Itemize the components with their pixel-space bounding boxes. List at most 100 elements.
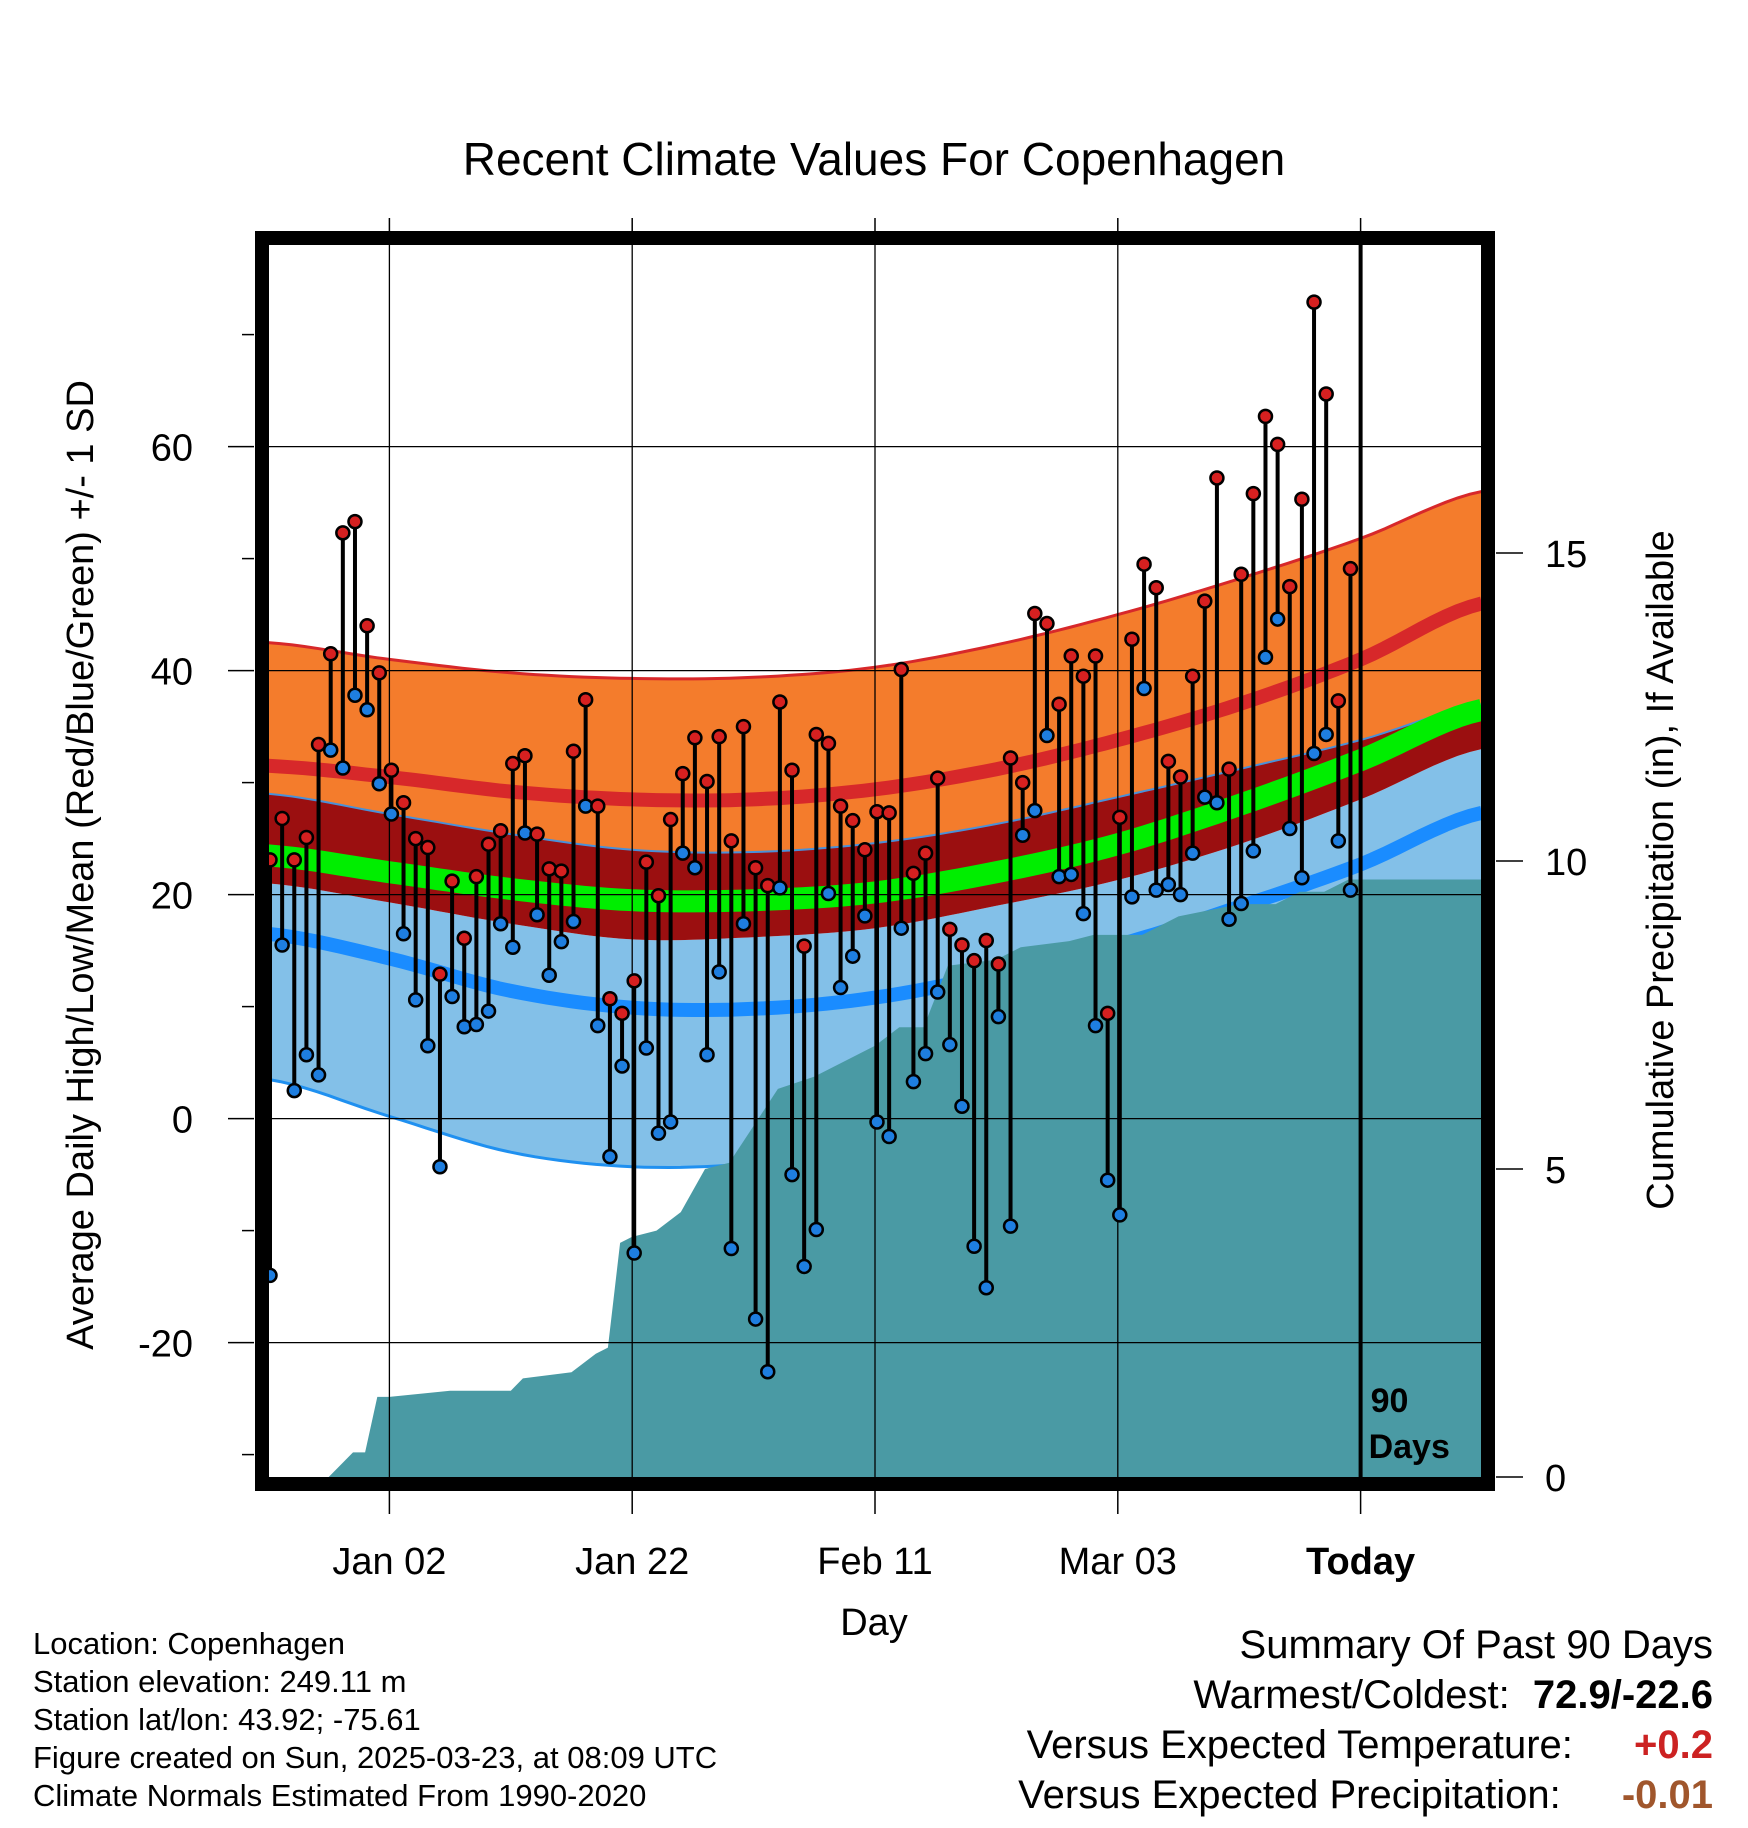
- high-point-71: [1124, 631, 1140, 647]
- high-point-54: [917, 845, 934, 861]
- today-marker: 90 Days: [1358, 245, 1450, 1477]
- high-point-11: [395, 795, 412, 811]
- created-text: Figure created on Sun, 2025-03-23, at 08…: [33, 1740, 718, 1775]
- high-point-39: [735, 718, 752, 735]
- low-point-83: [1269, 611, 1286, 627]
- high-point-20: [505, 755, 521, 772]
- low-point-81: [1245, 843, 1262, 859]
- chart-title: Recent Climate Values For Copenhagen: [463, 133, 1286, 185]
- extremes-row: Warmest/Coldest: 72.9/-22.6: [1018, 1670, 1713, 1720]
- low-point-47: [832, 979, 849, 996]
- high-point-74: [1160, 753, 1177, 770]
- y-tick-label-2: 20: [151, 876, 193, 918]
- high-point-2: [286, 852, 303, 868]
- high-point-86: [1306, 294, 1322, 310]
- x-axis-label: Day: [840, 1602, 908, 1644]
- high-point-35: [687, 730, 703, 746]
- high-point-82: [1257, 408, 1274, 425]
- low-point-13: [420, 1038, 436, 1054]
- low-point-37: [711, 964, 727, 980]
- high-point-51: [881, 805, 897, 821]
- low-point-50: [869, 1114, 885, 1130]
- high-point-77: [1197, 593, 1213, 609]
- precip-label: Versus Expected Precipitation:: [1018, 1773, 1561, 1817]
- normals-text: Climate Normals Estimated From 1990-2020: [33, 1778, 647, 1813]
- low-point-72: [1136, 680, 1152, 697]
- low-point-42: [772, 880, 788, 896]
- precip-value: -0.01: [1621, 1773, 1713, 1817]
- high-point-87: [1318, 386, 1334, 402]
- low-point-40: [747, 1311, 764, 1327]
- low-point-60: [990, 1008, 1007, 1025]
- low-point-38: [723, 1240, 740, 1257]
- low-point-44: [796, 1258, 812, 1275]
- y-tick-label-3: 40: [151, 652, 193, 694]
- elevation-text: Station elevation: 249.11 m: [33, 1664, 407, 1699]
- high-point-69: [1099, 1005, 1116, 1022]
- high-point-43: [784, 762, 800, 779]
- low-point-58: [966, 1238, 982, 1255]
- low-point-41: [759, 1363, 776, 1380]
- high-point-61: [1002, 750, 1019, 766]
- low-point-78: [1209, 795, 1225, 811]
- y2-tick-label-2: 10: [1545, 842, 1587, 884]
- high-point-84: [1282, 578, 1298, 595]
- low-point-36: [699, 1047, 715, 1063]
- low-point-25: [565, 913, 582, 930]
- high-point-41: [759, 877, 776, 894]
- high-point-52: [893, 661, 910, 678]
- latlon-text: Station lat/lon: 43.92; -75.61: [33, 1702, 421, 1737]
- high-point-13: [420, 839, 436, 856]
- high-point-30: [626, 973, 642, 989]
- daily-observations: [262, 294, 1359, 1380]
- low-point-70: [1112, 1207, 1128, 1223]
- y-axis-label: Average Daily High/Low/Mean (Red/Blue/Gr…: [60, 380, 102, 1350]
- high-point-89: [1342, 560, 1359, 577]
- high-point-7: [347, 513, 363, 530]
- precip-row: Versus Expected Precipitation: -0.01: [1018, 1770, 1713, 1820]
- low-point-6: [335, 760, 351, 776]
- high-point-62: [1014, 774, 1031, 791]
- low-point-10: [383, 806, 400, 822]
- low-point-66: [1063, 866, 1079, 883]
- low-point-1: [274, 937, 290, 953]
- low-point-14: [432, 1159, 448, 1175]
- low-point-30: [626, 1245, 642, 1261]
- high-point-27: [590, 798, 606, 814]
- high-point-17: [468, 868, 485, 885]
- high-point-9: [371, 665, 388, 681]
- low-point-79: [1221, 911, 1237, 927]
- low-sd-band-upper: [268, 749, 1482, 1010]
- high-point-67: [1075, 668, 1092, 684]
- high-point-42: [772, 694, 788, 710]
- y-tick-label-1: 0: [172, 1100, 193, 1142]
- high-point-55: [929, 770, 946, 786]
- high-point-83: [1269, 436, 1286, 453]
- low-point-9: [371, 775, 388, 792]
- summary-title: Summary Of Past 90 Days: [1239, 1623, 1713, 1667]
- high-point-24: [553, 863, 570, 879]
- high-point-38: [723, 833, 740, 849]
- high-point-79: [1221, 761, 1237, 777]
- low-point-86: [1306, 745, 1322, 762]
- extremes-label: Warmest/Coldest:: [1193, 1673, 1510, 1717]
- low-point-67: [1075, 905, 1092, 922]
- high-point-81: [1245, 485, 1262, 502]
- x-tick-label-4: Today: [1306, 1541, 1415, 1583]
- low-point-59: [978, 1279, 995, 1296]
- high-point-53: [905, 865, 922, 882]
- y2-axis-label: Cumulative Precipitation (in), If Availa…: [1640, 530, 1682, 1209]
- high-point-33: [662, 811, 679, 828]
- high-point-46: [820, 735, 837, 752]
- low-point-82: [1257, 649, 1274, 665]
- low-point-76: [1184, 845, 1201, 861]
- low-point-57: [954, 1098, 970, 1115]
- high-point-26: [577, 691, 594, 708]
- y-tick-label-0: -20: [138, 1324, 193, 1366]
- low-point-51: [881, 1128, 897, 1145]
- high-point-6: [335, 525, 351, 541]
- low-point-28: [602, 1148, 618, 1165]
- low-point-34: [675, 845, 691, 861]
- low-point-16: [456, 1019, 472, 1035]
- low-point-88: [1330, 833, 1347, 849]
